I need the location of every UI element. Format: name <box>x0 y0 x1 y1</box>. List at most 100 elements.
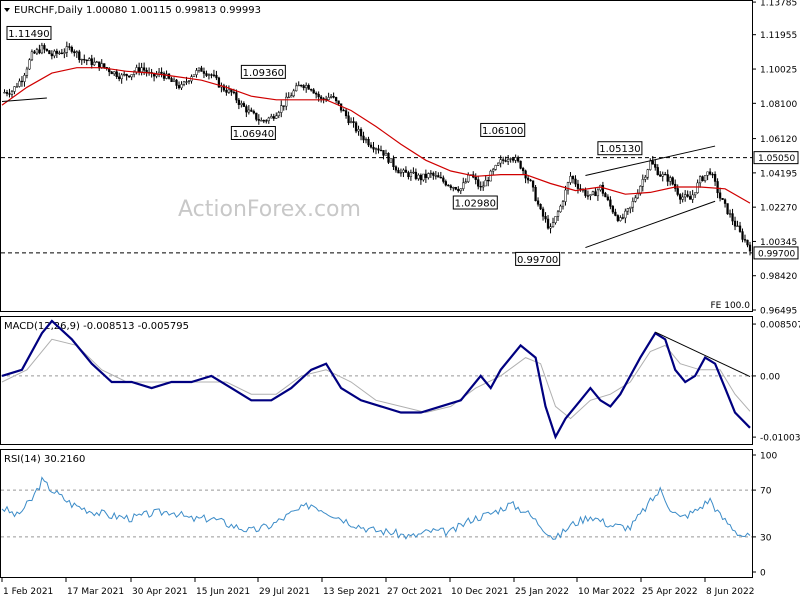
candle-body <box>118 76 121 80</box>
candle-body <box>564 189 567 202</box>
candle-body <box>736 225 739 227</box>
candle-body <box>519 160 522 169</box>
candle-body <box>45 48 49 51</box>
candle-body <box>63 52 66 54</box>
candle-body <box>589 194 592 196</box>
candle-body <box>3 92 6 94</box>
x-axis-label: 29 Jul 2021 <box>259 587 310 597</box>
candle-body <box>536 200 540 205</box>
fe-label: FE 100.0 <box>711 301 751 311</box>
symbol-dropdown-icon[interactable] <box>4 8 10 12</box>
candle-body <box>624 210 627 219</box>
candle-body <box>693 192 697 196</box>
candle-body <box>434 175 437 177</box>
candle-body <box>292 90 295 97</box>
candle-body <box>619 217 622 221</box>
price-axis-label: 1.02270 <box>760 204 797 214</box>
macd-trend-line <box>655 331 751 377</box>
candle-body <box>372 146 375 150</box>
candle-body <box>708 171 712 175</box>
candle-body <box>554 216 557 223</box>
candle-body <box>25 68 29 76</box>
candle-body <box>115 71 118 77</box>
candle-body <box>659 174 662 177</box>
trend-line <box>585 200 716 249</box>
candle-body <box>267 117 270 121</box>
candle-body <box>429 172 433 175</box>
candle-body <box>726 203 729 215</box>
candle-body <box>185 81 188 83</box>
candle-body <box>601 184 605 194</box>
candle-body <box>594 191 597 197</box>
candle-body <box>68 46 71 48</box>
candle-body <box>182 81 186 85</box>
candle-body <box>113 71 116 75</box>
x-axis-label: 1 Feb 2021 <box>3 587 53 597</box>
candle-body <box>432 172 435 176</box>
x-axis-label: 25 Apr 2022 <box>642 587 698 597</box>
candle-body <box>646 169 649 178</box>
price-axis-label: 1.10025 <box>760 66 797 76</box>
candle-body <box>479 186 482 188</box>
price-axis-label: 0.98420 <box>760 272 797 282</box>
price-axis-label: 1.11955 <box>760 31 797 41</box>
candle-body <box>639 186 642 195</box>
candle-body <box>212 74 216 76</box>
candle-body <box>319 96 323 99</box>
candle-body <box>661 173 664 177</box>
candle-body <box>689 196 692 200</box>
price-tag-label: 0.99700 <box>758 249 795 259</box>
x-axis-label: 10 Mar 2022 <box>578 587 635 597</box>
candle-body <box>48 50 51 55</box>
candle-body <box>521 168 525 172</box>
moving-average-line <box>1 67 751 204</box>
candle-body <box>407 172 410 178</box>
candle-body <box>514 157 517 161</box>
candle-body <box>531 180 535 188</box>
candle-body <box>462 182 465 189</box>
candle-body <box>546 218 550 229</box>
x-axis-label: 30 Apr 2021 <box>132 587 188 597</box>
candle-body <box>506 159 510 162</box>
candle-body <box>561 201 565 207</box>
candle-body <box>162 73 166 79</box>
candle-body <box>467 174 470 182</box>
candle-body <box>65 46 68 53</box>
candle-body <box>265 120 268 122</box>
candle-body <box>123 73 126 76</box>
price-annotation-label: 1.06940 <box>233 129 274 140</box>
candle-body <box>155 74 158 77</box>
candle-body <box>93 61 96 66</box>
candle-body <box>544 216 547 220</box>
candle-body <box>297 84 300 87</box>
candle-body <box>733 220 737 227</box>
price-annotation-box <box>452 195 498 210</box>
macd-panel-label: MACD(12,26,9) -0.008513 -0.005795 <box>4 321 189 332</box>
candle-body <box>482 185 485 188</box>
x-axis-label: 10 Dec 2021 <box>451 587 509 597</box>
candle-body <box>302 85 305 89</box>
candle-body <box>200 67 203 72</box>
macd-line <box>1 319 751 440</box>
candle-body <box>245 106 248 113</box>
candle-body <box>369 144 373 148</box>
candle-body <box>669 177 672 182</box>
candle-body <box>275 115 278 119</box>
candle-body <box>621 217 624 219</box>
candle-body <box>103 63 106 68</box>
candle-body <box>235 92 238 101</box>
price-annotation-box <box>230 125 276 140</box>
candle-body <box>142 67 146 71</box>
candle-body <box>347 115 350 124</box>
candle-body <box>170 78 173 83</box>
candle-body <box>367 138 370 146</box>
candle-body <box>287 96 290 99</box>
candle-body <box>305 85 308 89</box>
candle-body <box>177 85 181 89</box>
candle-body <box>609 199 612 207</box>
candle-body <box>631 201 634 208</box>
candle-body <box>255 112 258 120</box>
candle-body <box>172 79 176 83</box>
candle-body <box>90 58 93 66</box>
